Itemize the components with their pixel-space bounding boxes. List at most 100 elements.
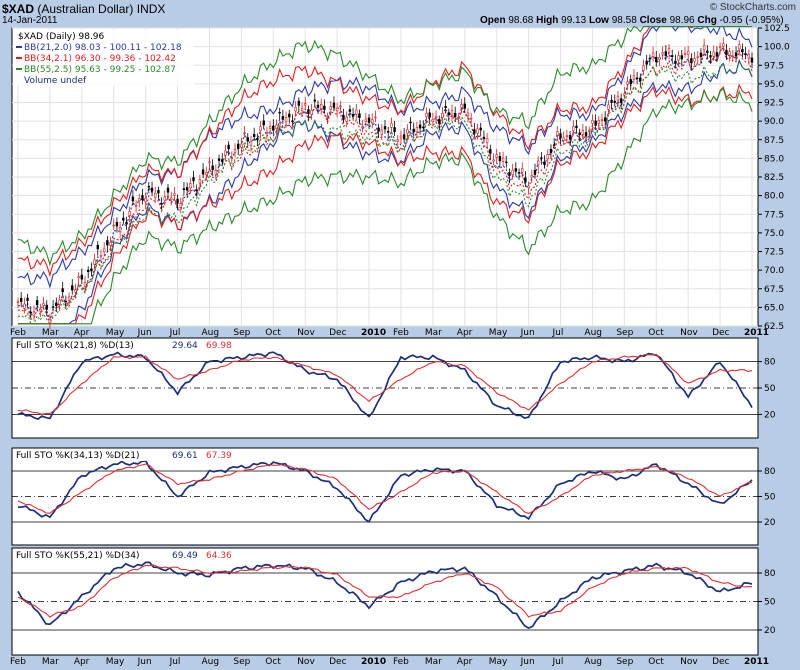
price-candle-body: [444, 106, 447, 109]
price-candle-body: [616, 95, 620, 101]
x-tick-label: May: [106, 657, 125, 667]
price-candle-body: [658, 57, 661, 60]
price-candle-body: [80, 274, 84, 280]
x-tick-label: Nov: [297, 328, 315, 338]
x-tick-label: Jun: [520, 328, 535, 338]
chg-value: -0.95 (-0.95%): [719, 15, 784, 26]
chg-label: Chg: [697, 15, 717, 26]
x-tick-label: Mar: [425, 328, 442, 338]
price-candle-body: [87, 269, 90, 272]
x-tick-label: Sep: [233, 328, 250, 338]
x-tick-label: Jun: [520, 657, 535, 667]
x-tick-label: Oct: [648, 657, 664, 667]
price-candle-body: [463, 103, 466, 109]
x-tick-label: Apr: [457, 657, 473, 667]
price-candle-body: [125, 221, 128, 224]
price-candle-body: [693, 58, 696, 62]
price-candle-body: [543, 161, 546, 165]
x-tick-label: Mar: [42, 657, 59, 667]
price-candle-body: [546, 154, 549, 160]
high-value: 99.13: [561, 15, 587, 26]
price-candle-body: [722, 43, 725, 47]
price-candle-body: [102, 248, 106, 253]
price-candle-body: [131, 196, 135, 202]
price-candle-body: [179, 203, 182, 208]
price-candle-body: [418, 124, 422, 129]
x-tick-label: May: [106, 328, 125, 338]
x-tick-label: Dec: [712, 657, 729, 667]
price-candle-body: [505, 161, 508, 164]
price-candle-body: [664, 51, 668, 57]
price-candle-body: [323, 105, 326, 110]
price-candle-body: [600, 119, 604, 121]
price-candle-body: [61, 288, 64, 293]
x-tick-label: Jul: [552, 657, 564, 667]
low-value: 98.58: [611, 15, 637, 26]
price-candle-body: [495, 154, 498, 158]
price-candle-body: [741, 49, 744, 53]
price-tick-label: 75.0: [764, 229, 784, 239]
x-tick-label: Apr: [457, 328, 473, 338]
price-candle-body: [211, 165, 214, 171]
price-candle-body: [374, 116, 377, 119]
chart-date: 14-Jan-2011: [2, 15, 58, 26]
price-candle-body: [23, 303, 26, 309]
legend-volume: Volume undef: [24, 76, 87, 86]
bb2-lower: [18, 83, 753, 325]
sto-legend-bg: [13, 449, 263, 461]
price-candle-body: [74, 289, 77, 293]
price-candle-body: [192, 177, 195, 182]
price-candle-body: [351, 114, 355, 117]
price-candle-body: [603, 117, 607, 122]
x-tick-label: Jun: [137, 328, 152, 338]
price-candle-body: [182, 188, 186, 190]
bb1-upper: [17, 25, 753, 289]
price-candle-body: [291, 120, 294, 122]
price-tick-label: 82.5: [764, 173, 784, 183]
price-candle-body: [568, 135, 572, 140]
price-candle-body: [565, 135, 569, 138]
price-candle-body: [51, 306, 55, 308]
x-tick-label: Oct: [648, 328, 664, 338]
x-tick-label: Dec: [712, 328, 729, 338]
ohlc-summary: Open 98.68 High 99.13 Low 98.58 Close 98…: [480, 15, 784, 26]
price-candle-body: [642, 65, 645, 71]
price-candle-body: [45, 304, 48, 310]
price-candle-body: [249, 141, 253, 147]
price-candle-body: [734, 52, 738, 57]
x-tick-label: Aug: [201, 328, 219, 338]
sto-d-value: 69.98: [206, 341, 232, 351]
price-candle-body: [141, 195, 144, 201]
price-candle-body: [514, 168, 518, 172]
price-candle-body: [415, 127, 419, 133]
x-tick-label: 2010: [361, 657, 386, 667]
price-candle-body: [591, 120, 594, 124]
price-candle-body: [367, 117, 371, 123]
open-label: Open: [480, 15, 506, 26]
price-candle-body: [166, 187, 170, 193]
sto-tick-label: 20: [764, 410, 776, 420]
price-candle-body: [572, 126, 575, 132]
sto-tick-label: 80: [764, 358, 776, 368]
price-candle-body: [339, 105, 342, 108]
price-candle-body: [304, 103, 307, 106]
price-candle-body: [300, 108, 304, 112]
price-candle-body: [648, 58, 652, 60]
high-label: High: [536, 15, 559, 26]
price-tick-label: 80.0: [764, 192, 784, 202]
price-candle-body: [316, 104, 320, 108]
watermark: © StockCharts.com: [709, 2, 796, 13]
price-candle-body: [476, 128, 479, 134]
price-candle-body: [58, 299, 61, 305]
price-candle-body: [709, 55, 712, 58]
price-candle-body: [237, 143, 240, 149]
price-candle-body: [160, 203, 163, 205]
price-candle-body: [725, 49, 728, 55]
price-candle-body: [227, 144, 230, 150]
price-candle-body: [278, 112, 281, 114]
price-candle-body: [667, 48, 671, 53]
price-candle-body: [157, 190, 160, 194]
price-candle-body: [256, 137, 259, 140]
price-candle-body: [645, 60, 648, 65]
price-candle-body: [677, 55, 680, 61]
